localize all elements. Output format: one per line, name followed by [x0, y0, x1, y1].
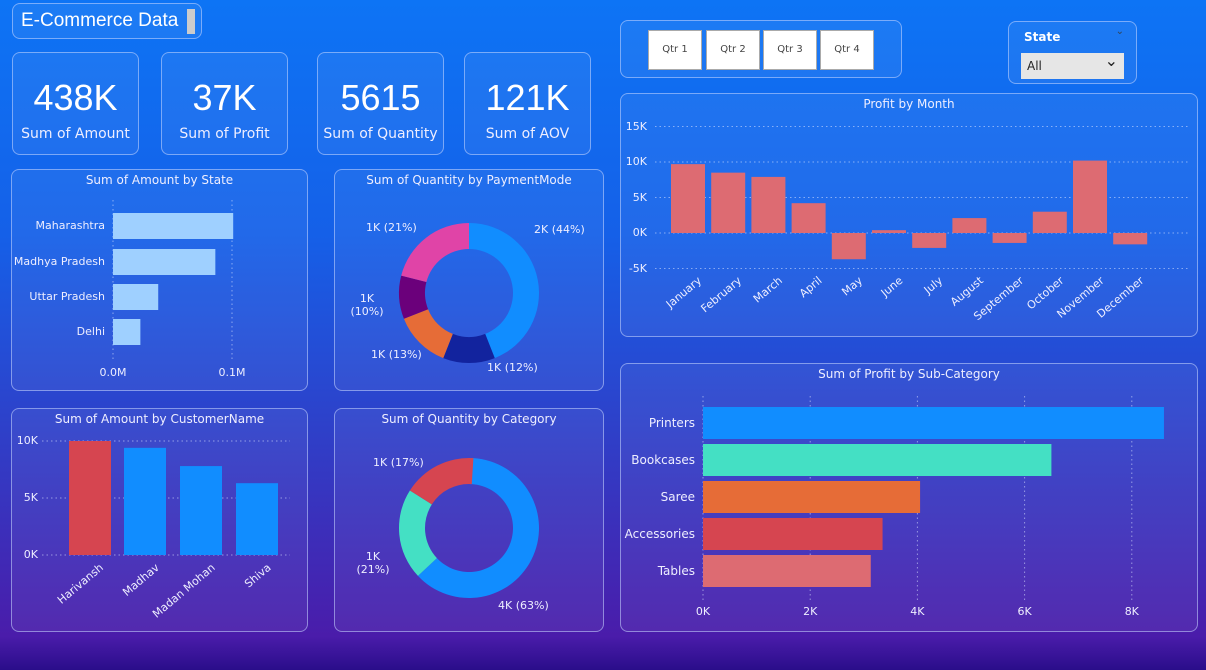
- slice-label: 1K (12%): [487, 361, 538, 374]
- state-dropdown[interactable]: All ⌄: [1021, 51, 1124, 79]
- kpi-label: Sum of Quantity: [323, 126, 438, 142]
- panel-state: Sum of Amount by State: [11, 169, 308, 391]
- bar-april: [791, 203, 826, 233]
- tick-label: 2K: [803, 605, 818, 618]
- chart-title: Sum of Amount by CustomerName: [54, 412, 265, 426]
- bar-august: [952, 218, 987, 233]
- qtr-1-button[interactable]: Qtr 1: [648, 30, 702, 70]
- bar-december: [1113, 233, 1148, 245]
- slice-label: 1K (13%): [371, 348, 422, 361]
- title-cursor: [187, 9, 195, 34]
- bar-madhav: [124, 447, 166, 555]
- bar-bookcases: [703, 444, 1052, 476]
- slice-label: 1K (21%): [356, 550, 390, 576]
- chart-title: Sum of Profit by Sub-Category: [818, 367, 1000, 381]
- bar-madhya-pradesh: [113, 249, 216, 275]
- tick-label: 0.1M: [218, 366, 246, 379]
- bar-maharashtra: [113, 213, 234, 239]
- qtr-2-button[interactable]: Qtr 2: [706, 30, 760, 70]
- bar-january: [671, 164, 705, 233]
- tick-label: 15K: [625, 119, 647, 133]
- slice-label: 2K (44%): [534, 223, 585, 236]
- tick-label: 10K: [16, 434, 38, 447]
- bar-may: [831, 233, 866, 260]
- bar-saree: [703, 481, 921, 513]
- category-label: Madhya Pradesh: [13, 255, 105, 268]
- bar-accessories: [703, 518, 883, 550]
- chart-title: Profit by Month: [863, 97, 955, 111]
- donut-slice: [443, 333, 495, 363]
- tick-label: 0K: [632, 226, 647, 239]
- slice-label: 4K (63%): [498, 599, 549, 612]
- slice-label: 1K (21%): [366, 221, 417, 234]
- bar-july: [912, 233, 947, 248]
- state-slicer-label: State: [1024, 30, 1061, 44]
- tick-label: 5K: [23, 491, 38, 504]
- kpi-value: 5615: [340, 77, 421, 118]
- bar-uttar-pradesh: [113, 284, 159, 310]
- kpi-label: Sum of Amount: [21, 126, 130, 142]
- qtr-4-button[interactable]: Qtr 4: [820, 30, 874, 70]
- category-label: Printers: [648, 416, 695, 430]
- bar-printers: [703, 407, 1164, 439]
- category-label: Maharashtra: [35, 219, 106, 232]
- chart-title: Sum of Amount by State: [85, 173, 234, 187]
- kpi-value: 121K: [485, 77, 570, 118]
- category-label: Delhi: [76, 325, 105, 338]
- donut-slice: [409, 458, 474, 505]
- bar-march: [751, 176, 786, 233]
- tick-label: 6K: [1017, 605, 1032, 618]
- kpi-label: Sum of AOV: [485, 126, 570, 142]
- tick-label: -5K: [628, 261, 647, 275]
- state-dropdown-value: All: [1027, 59, 1042, 73]
- donut-slice: [417, 458, 540, 599]
- slice-label: 1K (10%): [350, 292, 384, 318]
- tick-label: 10K: [625, 155, 647, 168]
- bar-november: [1073, 160, 1107, 233]
- chart-title: Sum of Quantity by Category: [381, 412, 557, 426]
- category-label: Saree: [660, 490, 695, 504]
- donut-slice: [403, 309, 453, 359]
- bar-june: [872, 230, 906, 233]
- category-label: Bookcases: [631, 453, 695, 467]
- donut-slice: [399, 490, 437, 576]
- bar-september: [992, 233, 1027, 243]
- state-slicer: State ⌄ All ⌄: [1008, 21, 1137, 84]
- bar-tables: [703, 555, 871, 587]
- tick-label: 8K: [1124, 605, 1139, 618]
- tick-label: 0K: [23, 548, 38, 561]
- kpi-label: Sum of Profit: [179, 126, 270, 142]
- bar-madan-mohan: [180, 466, 222, 555]
- qtr-3-button[interactable]: Qtr 3: [763, 30, 817, 70]
- kpi-profit: 37K Sum of Profit: [161, 52, 288, 155]
- tick-label: 0K: [695, 605, 711, 618]
- report-title-box: E-Commerce Data: [12, 3, 202, 39]
- donut-slice: [401, 223, 469, 283]
- chevron-down-icon: ⌄: [1104, 51, 1118, 70]
- category-label: Accessories: [624, 527, 695, 541]
- bar-october: [1032, 211, 1067, 233]
- bar-harivansh: [69, 441, 111, 555]
- kpi-quantity: 5615 Sum of Quantity: [317, 52, 444, 155]
- donut-slice: [399, 275, 429, 319]
- slice-label: 1K (17%): [373, 456, 424, 469]
- bar-february: [711, 172, 746, 233]
- quarter-slicer: Qtr 1 Qtr 2 Qtr 3 Qtr 4: [620, 20, 902, 78]
- tick-label: 4K: [910, 605, 925, 618]
- chevron-down-icon[interactable]: ⌄: [1115, 26, 1124, 37]
- donut-slice: [469, 223, 539, 359]
- tick-label: 5K: [632, 190, 647, 204]
- tick-label: 0.0M: [99, 366, 127, 379]
- bar-shiva: [236, 483, 278, 555]
- category-label: Uttar Pradesh: [29, 290, 105, 303]
- kpi-aov: 121K Sum of AOV: [464, 52, 591, 155]
- category-label: Tables: [657, 564, 695, 578]
- kpi-value: 37K: [192, 77, 257, 118]
- report-title: E-Commerce Data: [21, 10, 179, 31]
- bar-delhi: [113, 319, 141, 345]
- kpi-value: 438K: [33, 77, 118, 118]
- kpi-amount: 438K Sum of Amount: [12, 52, 139, 155]
- chart-title: Sum of Quantity by PaymentMode: [366, 173, 572, 187]
